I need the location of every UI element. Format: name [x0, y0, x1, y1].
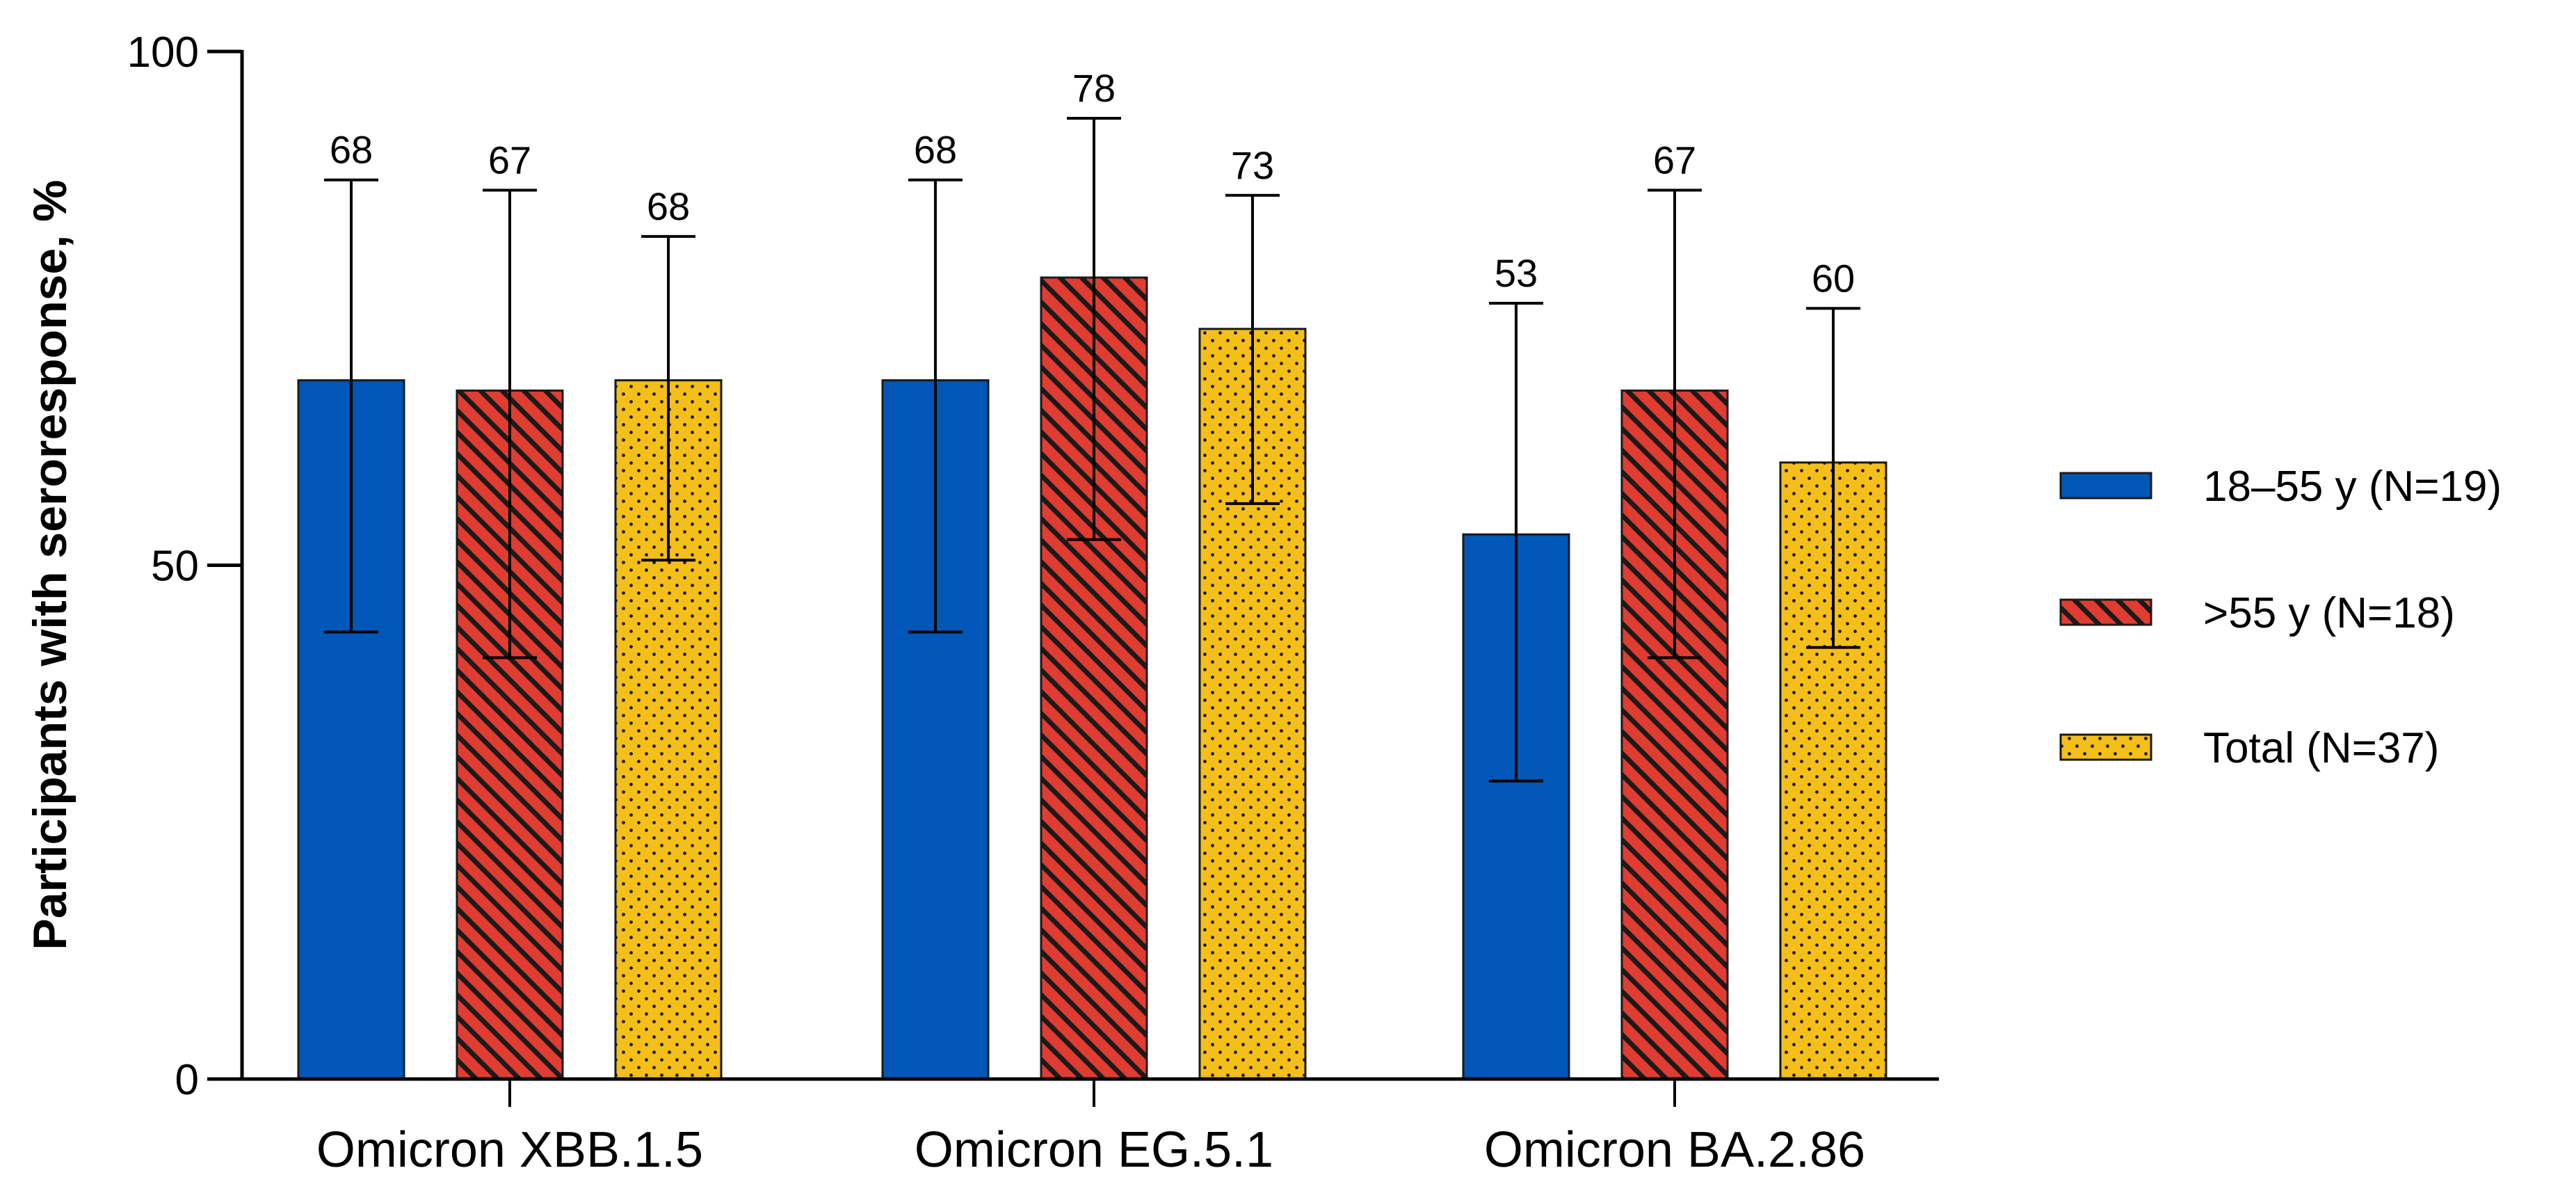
data-label: 67 [488, 138, 531, 182]
legend-item: Total (N=37) [2059, 724, 2439, 772]
data-label: 67 [1653, 138, 1696, 182]
x-tick-label: Omicron EG.5.1 [915, 1122, 1273, 1178]
y-axis-label: Participants with seroresponse, % [24, 179, 77, 950]
legend-item: 18–55 y (N=19) [2059, 463, 2502, 511]
legend-label: >55 y (N=18) [2203, 589, 2455, 637]
y-tick-label: 0 [175, 1056, 199, 1104]
legend: 18–55 y (N=19) >55 y (N=18) Total (N=37) [2059, 463, 2502, 772]
legend-label: Total (N=37) [2203, 724, 2439, 772]
data-label: 60 [1812, 256, 1855, 300]
data-label: 68 [914, 128, 957, 172]
data-label: 78 [1072, 66, 1116, 110]
data-label: 73 [1231, 143, 1274, 187]
x-tick-label: Omicron XBB.1.5 [316, 1122, 703, 1178]
data-label: 53 [1495, 251, 1538, 295]
legend-label: 18–55 y (N=19) [2203, 463, 2502, 511]
y-tick-label: 50 [151, 543, 199, 591]
y-tick-label: 100 [127, 29, 199, 77]
plot-area: 68 67 68 Omicron XBB.1.5 68 78 73 Omicron EG.5.… [127, 29, 1939, 1178]
legend-item: >55 y (N=18) [2059, 589, 2455, 637]
legend-swatch [2059, 733, 2152, 761]
legend-swatch [2059, 598, 2152, 626]
data-label: 68 [647, 184, 690, 228]
data-label: 68 [330, 128, 373, 172]
x-tick-label: Omicron BA.2.86 [1484, 1122, 1865, 1178]
legend-swatch [2059, 472, 2152, 500]
